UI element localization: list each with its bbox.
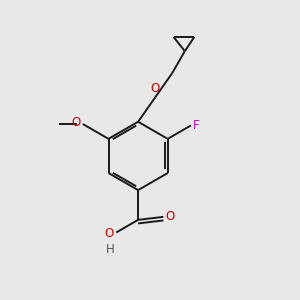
Text: O: O [105, 227, 114, 241]
Text: H: H [106, 243, 115, 256]
Text: O: O [151, 82, 160, 95]
Text: F: F [193, 119, 199, 132]
Text: O: O [72, 116, 81, 129]
Text: O: O [166, 210, 175, 224]
